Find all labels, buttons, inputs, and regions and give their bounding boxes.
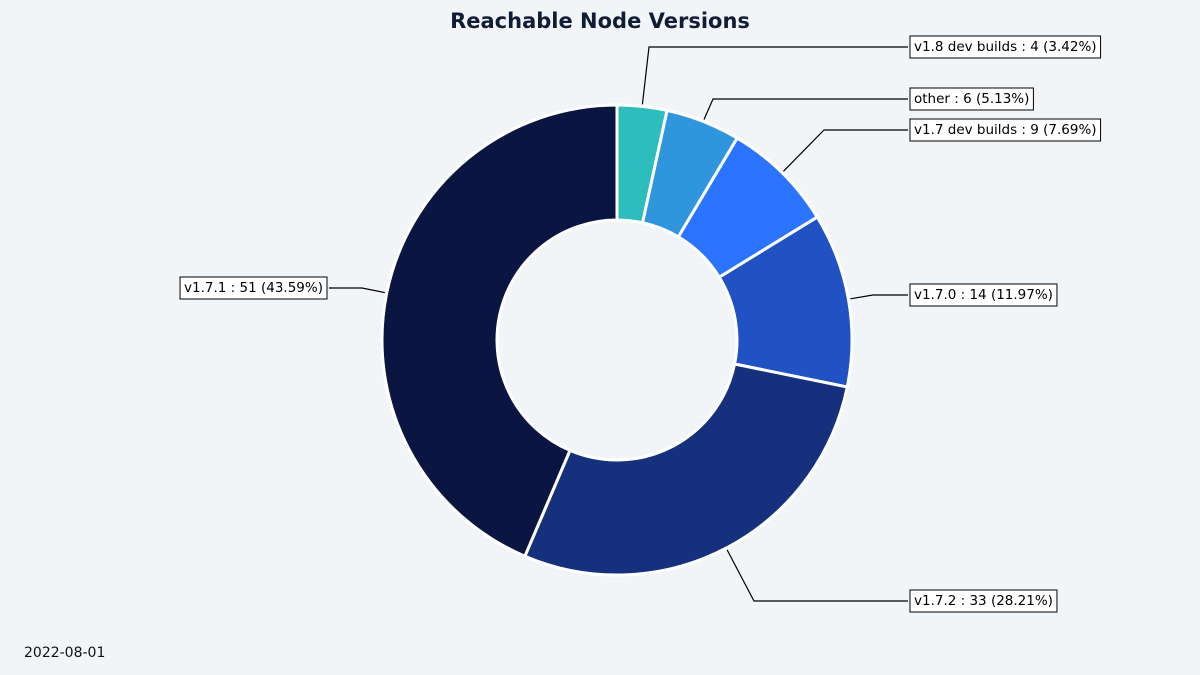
slice-label: v1.7.2 : 33 (28.21%) (914, 593, 1053, 609)
donut-slice-v1-7-2 (522, 362, 850, 577)
slice-label: v1.7 dev builds : 9 (7.69%) (914, 122, 1097, 138)
slice-label-box (909, 283, 1058, 307)
date-label: 2022-08-01 (24, 645, 106, 661)
slice-label-box (909, 589, 1058, 613)
leader-line (783, 129, 908, 172)
chart-title: Reachable Node Versions (450, 9, 750, 33)
leader-line (850, 294, 908, 300)
leader-line (703, 98, 908, 120)
slice-label: v1.7.1 : 51 (43.59%) (184, 280, 323, 296)
leader-line (726, 549, 908, 602)
leader-line (329, 287, 385, 294)
leader-line (641, 46, 908, 105)
slice-label: other : 6 (5.13%) (914, 91, 1029, 107)
donut-slice-v1-7-1 (380, 103, 619, 559)
slice-label-box (909, 35, 1102, 59)
slice-label: v1.8 dev builds : 4 (3.42%) (914, 39, 1097, 55)
slices-group (380, 103, 854, 577)
slice-label-box (909, 87, 1034, 111)
slice-label-box (909, 118, 1102, 142)
slice-label: v1.7.0 : 14 (11.97%) (914, 287, 1053, 303)
slice-label-box (179, 276, 328, 300)
labels-group: v1.8 dev builds : 4 (3.42%) other : 6 (5.… (179, 35, 1102, 613)
